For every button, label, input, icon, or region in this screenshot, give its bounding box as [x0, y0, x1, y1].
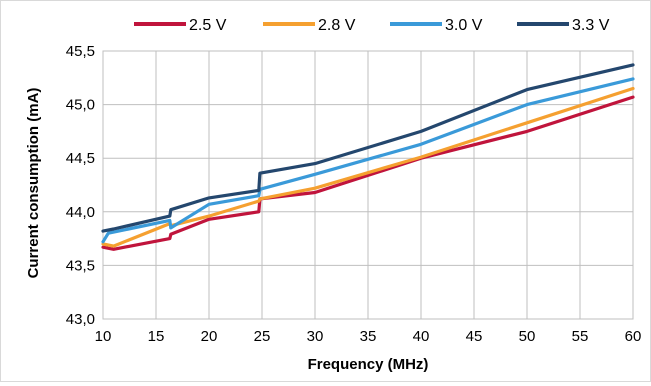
series-line-4	[101, 63, 635, 233]
y-tick-label: 43,0	[66, 311, 95, 328]
legend-item-4: 3.3 V	[517, 17, 610, 34]
legend-label: 2.5 V	[189, 17, 227, 34]
y-tick-label: 45,5	[66, 43, 95, 60]
series-line-1	[101, 95, 635, 251]
plot-border	[102, 50, 634, 320]
series-line-2	[101, 86, 635, 248]
x-tick-label: 10	[95, 328, 112, 345]
x-tick-label: 25	[254, 328, 271, 345]
legend-label: 3.0 V	[445, 17, 483, 34]
x-tick-label: 60	[625, 328, 642, 345]
y-axis-title: Current consumption (mA)	[25, 88, 42, 279]
x-tick-labels: 10 15 20 25 30 35 40 45 50 55 60	[95, 328, 642, 345]
legend-item-1: 2.5 V	[134, 17, 227, 34]
x-tick-label: 50	[519, 328, 536, 345]
legend-label: 3.3 V	[572, 17, 610, 34]
y-tick-label: 44,5	[66, 150, 95, 167]
series-line-3	[101, 77, 635, 244]
legend-item-3: 3.0 V	[390, 17, 483, 34]
x-tick-label: 20	[201, 328, 218, 345]
y-tick-label: 45,0	[66, 97, 95, 114]
x-tick-label: 35	[360, 328, 377, 345]
y-tick-labels: 43,0 43,5 44,0 44,5 45,0 45,5	[66, 43, 95, 328]
legend: 2.5 V 2.8 V 3.0 V 3.3 V	[134, 17, 610, 34]
grid-lines	[102, 50, 634, 320]
series-lines	[101, 63, 635, 251]
legend-label: 2.8 V	[318, 17, 356, 34]
x-axis-title: Frequency (MHz)	[308, 356, 429, 373]
y-tick-label: 44,0	[66, 204, 95, 221]
y-tick-label: 43,5	[66, 257, 95, 274]
x-tick-label: 15	[148, 328, 165, 345]
x-tick-label: 55	[572, 328, 589, 345]
x-tick-label: 45	[466, 328, 483, 345]
x-tick-label: 30	[307, 328, 324, 345]
x-tick-label: 40	[413, 328, 430, 345]
legend-item-2: 2.8 V	[263, 17, 356, 34]
